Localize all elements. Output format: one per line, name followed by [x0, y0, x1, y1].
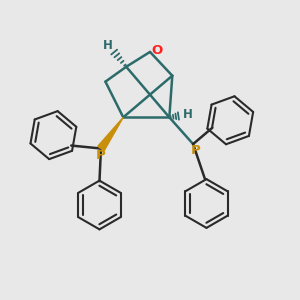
Text: O: O — [151, 44, 162, 57]
Polygon shape — [98, 117, 123, 151]
Text: H: H — [103, 39, 113, 52]
Text: P: P — [95, 148, 105, 162]
Text: H: H — [183, 108, 193, 121]
Text: P: P — [190, 143, 200, 157]
